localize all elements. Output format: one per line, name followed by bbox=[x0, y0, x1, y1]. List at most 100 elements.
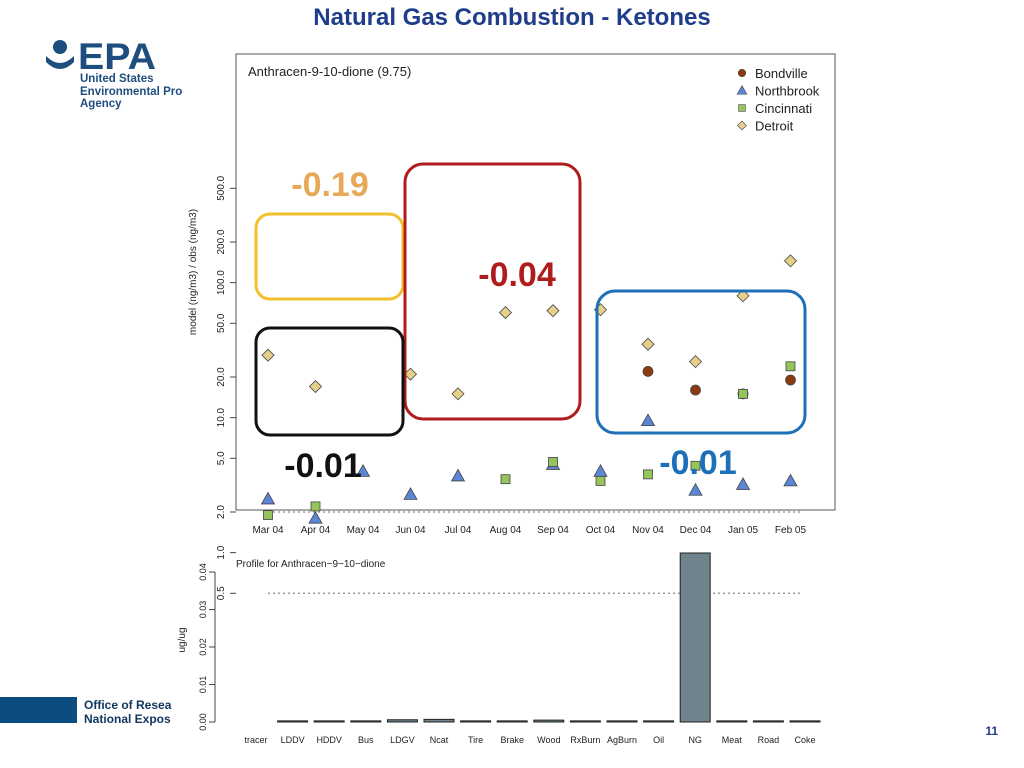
annotation-box bbox=[254, 326, 405, 437]
bar-x-tick-label: Wood bbox=[537, 735, 560, 745]
scatter-y-tick-label: 500.0 bbox=[216, 175, 227, 200]
bar-hddv bbox=[313, 720, 345, 723]
scatter-x-tick-label: May 04 bbox=[347, 525, 380, 536]
scatter-x-tick-label: Nov 04 bbox=[632, 525, 664, 536]
data-point-cincinnati bbox=[263, 510, 273, 520]
bar-y-tick-label: 0.00 bbox=[198, 713, 208, 731]
bar-brake bbox=[496, 720, 528, 723]
scatter-x-tick-label: Aug 04 bbox=[490, 525, 522, 536]
bar-wood bbox=[533, 719, 565, 723]
data-point-detroit bbox=[783, 254, 798, 268]
scatter-x-tick-label: Dec 04 bbox=[680, 525, 712, 536]
bar-x-tick-label: LDDV bbox=[281, 735, 305, 745]
bar-ng bbox=[679, 552, 711, 723]
scatter-y-tick-label: 50.0 bbox=[216, 313, 227, 333]
bar-x-tick-label: LDGV bbox=[390, 735, 415, 745]
bar-x-tick-label: Ncat bbox=[430, 735, 449, 745]
data-point-bondville bbox=[737, 388, 749, 400]
scatter-y-tick-label: 20.0 bbox=[216, 367, 227, 387]
data-point-northbrook bbox=[640, 413, 656, 427]
data-point-cincinnati bbox=[785, 361, 796, 372]
data-point-northbrook bbox=[403, 487, 418, 500]
scatter-y-axis-label: model (ng/m3) / obs (ng/m3) bbox=[188, 209, 199, 335]
scatter-plot-frame bbox=[235, 53, 836, 511]
agency-name: United States Environmental Pro Agency bbox=[80, 73, 183, 110]
scatter-legend: Bondville Northbrook Cincinnati Detroit bbox=[736, 66, 820, 134]
epa-wordmark: EPA bbox=[78, 36, 156, 77]
data-point-detroit bbox=[688, 355, 703, 369]
bar-meat bbox=[716, 720, 748, 723]
data-point-northbrook bbox=[260, 491, 276, 505]
legend-marker-cincinnati bbox=[738, 104, 746, 112]
data-point-cincinnati bbox=[548, 457, 558, 467]
footer-line-1: Office of Resea bbox=[84, 698, 172, 712]
bar-x-tick-label: Brake bbox=[500, 735, 524, 745]
data-point-cincinnati bbox=[310, 501, 321, 512]
data-point-detroit bbox=[403, 367, 418, 381]
bar-x-tick-label: tracer bbox=[244, 735, 267, 745]
data-point-detroit bbox=[546, 304, 560, 318]
scatter-x-tick-label: Jan 05 bbox=[728, 525, 758, 536]
bar-rxburn bbox=[569, 720, 601, 723]
data-point-northbrook bbox=[545, 457, 561, 470]
series-cincinnati bbox=[263, 361, 796, 520]
data-point-northbrook bbox=[450, 468, 466, 482]
bar-y-tick-label: 0.03 bbox=[198, 601, 208, 619]
series-bondville bbox=[642, 366, 796, 400]
bar-bus bbox=[350, 720, 382, 723]
epa-flower-icon bbox=[46, 40, 74, 69]
bar-x-tick-label: Oil bbox=[653, 735, 664, 745]
bar-x-tick-label: Tire bbox=[468, 735, 483, 745]
bar-x-tick-label: NG bbox=[688, 735, 702, 745]
scatter-y-tick-label: 10.0 bbox=[216, 407, 227, 427]
data-point-bondville bbox=[690, 384, 701, 396]
slide-title: Natural Gas Combustion - Ketones bbox=[313, 4, 711, 31]
scatter-x-tick-label: Sep 04 bbox=[537, 525, 569, 536]
annotation-label: -0.01 bbox=[659, 444, 737, 482]
data-point-detroit bbox=[498, 306, 513, 320]
scatter-x-tick-label: Apr 04 bbox=[301, 525, 331, 536]
bar-road bbox=[752, 720, 784, 723]
annotation-label: -0.19 bbox=[291, 166, 369, 204]
legend-label-northbrook: Northbrook bbox=[755, 84, 820, 99]
footer-text: Office of Resea National Expos bbox=[84, 698, 176, 726]
legend-marker-northbrook bbox=[736, 85, 748, 95]
annotation-label: -0.04 bbox=[478, 256, 556, 294]
series-detroit bbox=[261, 254, 798, 401]
data-point-northbrook bbox=[308, 510, 323, 524]
scatter-x-tick-label: Oct 04 bbox=[586, 525, 616, 536]
series-northbrook bbox=[260, 413, 798, 524]
scatter-y-tick-label: 2.0 bbox=[216, 505, 227, 519]
legend-label-cincinnati: Cincinnati bbox=[755, 101, 812, 116]
bar-x-tick-label: AgBurn bbox=[607, 735, 637, 745]
data-point-detroit bbox=[451, 387, 465, 401]
bar-title: Profile for Anthracen−9−10−dione bbox=[236, 559, 386, 570]
scatter-y-tick-label: 200.0 bbox=[216, 229, 227, 254]
bar-ldgv bbox=[386, 719, 418, 723]
data-point-northbrook bbox=[735, 477, 751, 490]
bar-oil bbox=[643, 720, 675, 723]
data-point-northbrook bbox=[783, 473, 798, 487]
legend-label-detroit: Detroit bbox=[755, 119, 794, 134]
annotation-box bbox=[595, 289, 807, 435]
scatter-x-tick-label: Jul 04 bbox=[445, 525, 472, 536]
footer-bar bbox=[0, 697, 77, 723]
bar-lddv bbox=[277, 720, 309, 723]
bar-y-axis-label: ug/ug bbox=[177, 627, 188, 652]
bar-y-tick-label: 0.04 bbox=[198, 563, 208, 581]
footer-line-2: National Expos bbox=[84, 712, 171, 726]
bar-x-tick-label: Bus bbox=[358, 735, 374, 745]
scatter-x-tick-label: Feb 05 bbox=[775, 525, 807, 536]
annotation-box bbox=[254, 212, 405, 301]
bar-x-tick-label: Road bbox=[758, 735, 780, 745]
scatter-x-tick-label: Jun 04 bbox=[395, 525, 425, 536]
bar-coke bbox=[789, 720, 821, 723]
scatter-title: Anthracen-9-10-dione (9.75) bbox=[248, 64, 411, 79]
data-point-northbrook bbox=[355, 464, 371, 477]
bar-x-tick-label: Meat bbox=[722, 735, 743, 745]
data-point-cincinnati bbox=[500, 474, 511, 485]
data-point-detroit bbox=[261, 348, 275, 362]
scatter-y-tick-label: 0.5 bbox=[216, 586, 227, 600]
bar-x-tick-label: HDDV bbox=[316, 735, 342, 745]
scatter-x-tick-label: Mar 04 bbox=[252, 525, 284, 536]
